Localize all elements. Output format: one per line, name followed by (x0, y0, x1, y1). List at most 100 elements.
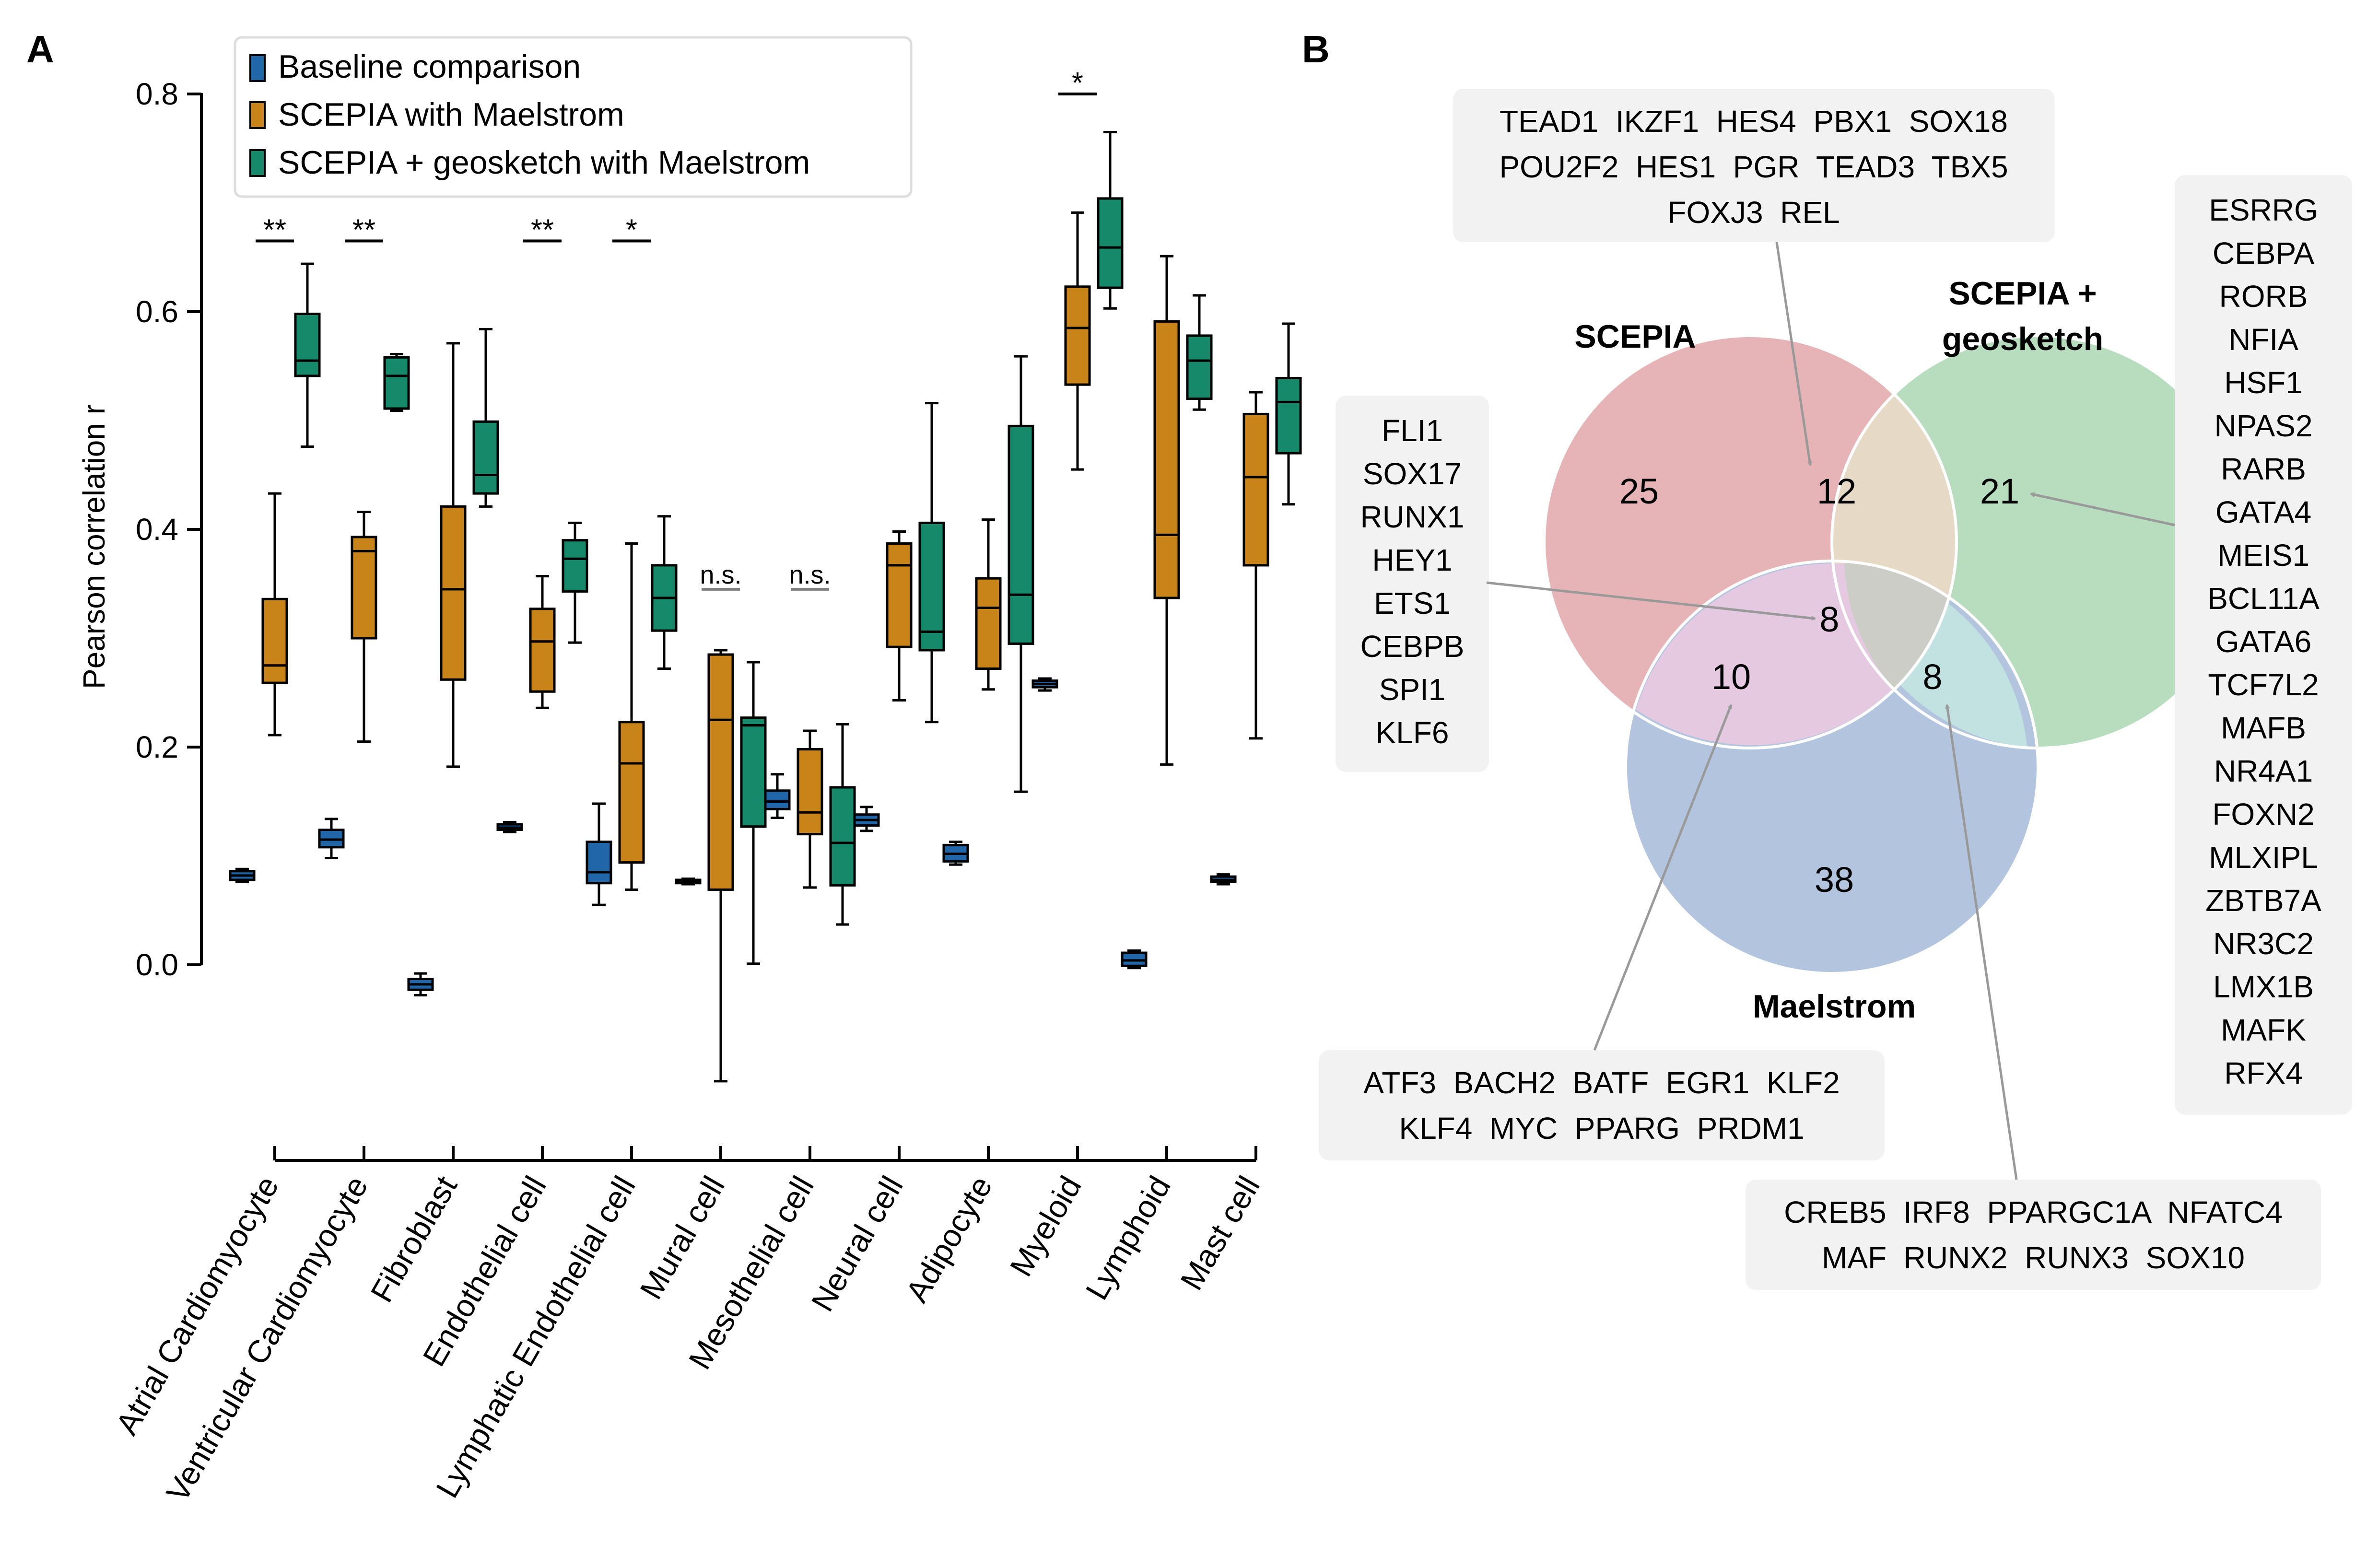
x-tick-label: Myeloid (1003, 1170, 1088, 1282)
genebox-scepia-maelstrom-line: KLF4 MYC PPARG PRDM1 (1399, 1111, 1804, 1146)
box (1153, 320, 1180, 599)
venn-count-all-three: 8 (1819, 599, 1839, 639)
x-tick-label: Lymphoid (1078, 1170, 1177, 1306)
genebox-all-three-line: FLI1 (1382, 413, 1443, 448)
panel-a: A Pearson correlation r 0.00.20.40.60.8 … (26, 28, 1302, 1508)
y-tick-label: 0.8 (136, 77, 178, 111)
box (586, 840, 612, 885)
box-group (586, 802, 612, 906)
genebox-geosketch-only-bg (2175, 175, 2352, 1115)
panel-a-label: A (26, 28, 54, 70)
y-axis-label: Pearson correlation r (77, 404, 111, 689)
y-tick-label: 0.6 (136, 294, 178, 329)
genebox-geosketch-only-line: RFX4 (2224, 1056, 2303, 1090)
venn-count-maelstrom-only: 38 (1815, 860, 1854, 900)
box (740, 716, 767, 828)
genebox-scepia-maelstrom: ATF3 BACH2 BATF EGR1 KLF2 KLF4 MYC PPARG… (1319, 1050, 1885, 1160)
box-group (407, 972, 434, 997)
box-group (1097, 130, 1124, 310)
box (529, 608, 556, 693)
significance-annotation: n.s. (700, 561, 742, 591)
venn-diagram: SCEPIA SCEPIA + geosketch Maelstrom 25 1… (1543, 275, 2246, 1025)
box (886, 542, 913, 648)
significance-annotation: ** (523, 213, 562, 246)
genebox-geosketch-only-line: NPAS2 (2214, 409, 2312, 443)
x-tick-label: Fibroblast (363, 1170, 464, 1308)
box-chart: Pearson correlation r 0.00.20.40.60.8 **… (77, 67, 1302, 1508)
panel-b-label: B (1302, 28, 1330, 70)
genebox-geosketch-only-line: MLXIPL (2209, 840, 2318, 875)
arrow-geosketch-maelstrom (1947, 705, 2018, 1180)
box-group (1242, 391, 1269, 740)
box-group (764, 773, 791, 819)
genebox-geosketch-maelstrom-line: MAF RUNX2 RUNX3 SOX10 (1822, 1240, 2245, 1275)
venn-count-scepia-geosketch: 12 (1817, 471, 1856, 511)
arrow-geosketch-only (2031, 494, 2175, 527)
legend-label-geosketch: SCEPIA + geosketch with Maelstrom (278, 144, 810, 181)
genebox-all-three-line: KLF6 (1376, 715, 1449, 750)
venn-label-geosketch-line1: SCEPIA + (1948, 275, 2097, 312)
significance-annotation: ** (256, 213, 294, 246)
y-tick-label: 0.2 (136, 730, 178, 764)
significance-label: * (1072, 67, 1083, 100)
box-group (440, 342, 467, 768)
significance-annotation: * (612, 213, 651, 246)
venn-count-scepia-only: 25 (1619, 471, 1659, 511)
y-tick-label: 0.4 (136, 512, 178, 547)
genebox-all-three-line: CEBPB (1360, 629, 1465, 664)
genebox-geosketch-only-lines: ESRRG CEBPA RORB NFIA HSF1 NPAS2 RARB GATA4 MEIS… (2205, 193, 2321, 1090)
box (1186, 334, 1213, 400)
box (1275, 376, 1302, 455)
legend-frame (234, 36, 913, 198)
venn-outline-scepia (1543, 334, 1958, 749)
box-group (651, 515, 678, 670)
box-group (318, 818, 345, 860)
significance-annotation: n.s. (789, 561, 831, 591)
genebox-scepia-geosketch-bg (1453, 89, 2055, 242)
box-group (529, 575, 556, 709)
genebox-scepia-geosketch: TEAD1 IKZF1 HES4 PBX1 SOX18 POU2F2 HES1 … (1453, 89, 2055, 242)
genebox-geosketch-maelstrom-line: CREB5 IRF8 PPARGC1A NFATC4 (1784, 1195, 2283, 1229)
box-group (1121, 949, 1148, 970)
venn-count-geosketch-maelstrom: 8 (1922, 657, 1942, 697)
box (294, 313, 321, 377)
genebox-all-three-line: SPI1 (1379, 672, 1446, 707)
venn-outline-maelstrom (1624, 560, 2039, 975)
box (472, 420, 499, 495)
genebox-all-three-line: SOX17 (1363, 456, 1462, 491)
box (1097, 197, 1124, 289)
venn-arrows (1486, 242, 2175, 1180)
box-group (496, 821, 523, 833)
genebox-scepia-maelstrom-bg (1319, 1050, 1885, 1160)
box-group (1186, 294, 1213, 411)
box-group (707, 649, 734, 1083)
box (383, 356, 410, 410)
box (764, 789, 791, 810)
genebox-all-three-line: RUNX1 (1360, 500, 1465, 534)
box (918, 521, 945, 652)
box-group (1210, 873, 1237, 886)
venn-label-scepia: SCEPIA (1574, 318, 1696, 355)
genebox-all-three-line: HEY1 (1372, 543, 1452, 577)
genebox-geosketch-only-line: MAFK (2221, 1013, 2306, 1047)
box (261, 597, 288, 684)
box-group (618, 542, 645, 891)
box-group (829, 723, 856, 926)
box-group (1064, 211, 1091, 471)
genebox-scepia-geosketch-line: TEAD1 IKZF1 HES4 PBX1 SOX18 (1500, 104, 2008, 139)
genebox-geosketch-only-line: RARB (2221, 452, 2306, 486)
box-group (351, 511, 377, 743)
legend-swatch-baseline (249, 54, 266, 82)
box-group (740, 661, 767, 965)
genebox-geosketch-only-line: ESRRG (2209, 193, 2318, 227)
x-tick-label: Mural cell (633, 1170, 731, 1305)
box-group (229, 867, 256, 883)
venn-count-scepia-maelstrom: 10 (1711, 657, 1751, 697)
genebox-geosketch-only-line: NR4A1 (2214, 754, 2313, 788)
significance-label: n.s. (789, 561, 831, 589)
box (1008, 424, 1034, 645)
legend-label-baseline: Baseline comparison (278, 48, 581, 85)
genebox-geosketch-only-line: NFIA (2228, 322, 2298, 357)
